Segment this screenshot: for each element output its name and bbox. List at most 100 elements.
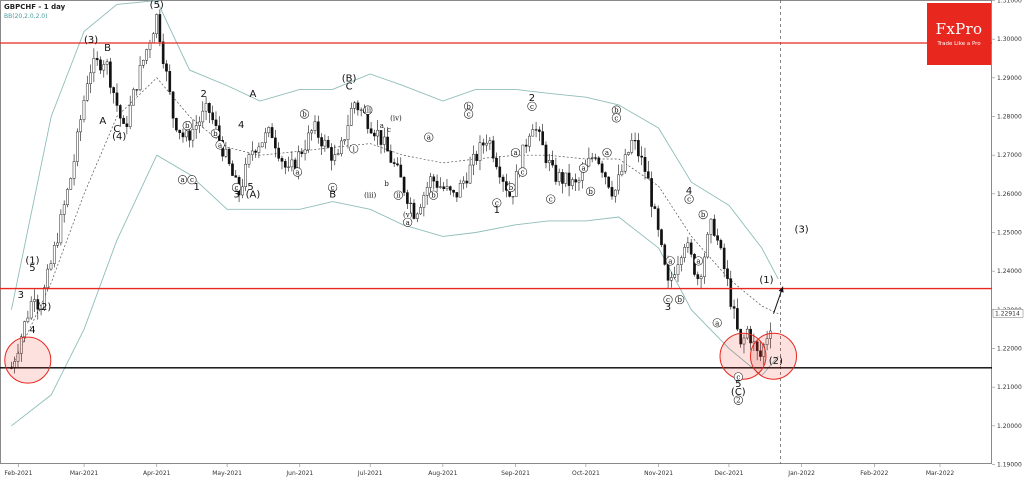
- wave-label-circle-52: [578, 163, 589, 173]
- candle-body-43: [151, 33, 155, 44]
- wave-label-60: 3: [665, 302, 671, 313]
- wave-label-56: c: [614, 114, 618, 122]
- wave-label-54: b: [588, 188, 593, 196]
- candle-body-115: [389, 150, 393, 163]
- candle-body-136: [458, 183, 462, 198]
- candle-body-84: [287, 166, 290, 168]
- y-tick-label-12: 1.19000: [997, 462, 1022, 469]
- candle-body-18: [69, 178, 73, 190]
- logo-tagline: Trade Like a Pro: [937, 41, 981, 47]
- candle-body-67: [231, 163, 234, 176]
- candle-body-135: [455, 192, 459, 198]
- candle-body-211: [706, 234, 710, 258]
- wave-label-11: 2: [200, 89, 206, 100]
- candle-body-89: [303, 149, 307, 154]
- candle-body-158: [531, 129, 535, 137]
- candle-body-145: [488, 140, 492, 144]
- x-tick-label-8: Oct-2021: [572, 470, 600, 477]
- wave-label-circle-26: [328, 182, 338, 193]
- wave-label-circle-30: [363, 105, 373, 115]
- candle-body-81: [277, 147, 281, 159]
- candle-body-122: [412, 202, 416, 219]
- candle-body-217: [726, 268, 729, 279]
- candle-body-36: [128, 104, 132, 127]
- x-tick-label-10: Dec-2021: [714, 470, 743, 477]
- wave-label-circle-51: [546, 194, 556, 204]
- candle-body-13: [52, 245, 56, 264]
- wave-label-circle-66: [733, 372, 743, 382]
- wave-label-30: iii: [364, 107, 371, 115]
- candle-body-12: [49, 263, 53, 270]
- wave-label-7: 5: [29, 263, 35, 274]
- candle-body-199: [666, 264, 670, 281]
- candle-body-34: [122, 117, 125, 124]
- candle-body-125: [422, 195, 426, 208]
- candle-body-73: [250, 150, 254, 155]
- candle-body-137: [462, 180, 465, 184]
- wave-label-circle-43: [464, 109, 474, 119]
- candle-body-203: [679, 257, 683, 265]
- wave-label-circle-59: [675, 295, 685, 305]
- candle-body-39: [138, 65, 142, 91]
- wave-label-40: (v): [403, 211, 413, 219]
- wave-label-12: A: [249, 89, 256, 100]
- candle-body-85: [290, 159, 294, 168]
- candle-body-165: [554, 164, 558, 182]
- candle-body-116: [392, 162, 396, 164]
- candle-body-129: [435, 180, 439, 188]
- candle-body-46: [161, 41, 165, 65]
- candle-body-120: [406, 192, 409, 204]
- wave-label-36: (iii): [364, 192, 376, 200]
- wave-label-25: a: [295, 169, 299, 177]
- wave-label-41: a: [406, 219, 410, 227]
- x-tick-label-12: Feb-2022: [860, 470, 888, 477]
- candle-body-7: [33, 299, 36, 302]
- wave-label-13: 4: [238, 120, 244, 131]
- wave-label-2: B: [104, 43, 111, 54]
- candle-body-141: [475, 153, 479, 162]
- wave-label-44: c: [495, 199, 499, 207]
- wave-label-circle-20: [231, 182, 242, 193]
- wave-label-3: A: [99, 116, 106, 127]
- wave-label-65: a: [715, 319, 719, 327]
- candle-body-33: [118, 105, 122, 119]
- wave-label-14: b: [185, 122, 190, 130]
- wave-label-31: i: [353, 145, 356, 153]
- y-tick-label-0: 1.31000: [997, 0, 1022, 5]
- wave-label-24: b: [302, 111, 307, 119]
- wave-label-32: (iv): [390, 114, 402, 122]
- wave-label-26: c: [331, 184, 335, 192]
- candle-body-102: [346, 125, 350, 140]
- candle-body-103: [349, 108, 353, 126]
- wave-label-circle-49: [506, 182, 516, 193]
- x-tick-label-1: Mar-2021: [70, 470, 99, 477]
- candle-body-166: [557, 172, 561, 182]
- candle-body-140: [472, 153, 475, 166]
- candle-body-30: [109, 61, 112, 88]
- wave-label-4: C: [113, 124, 120, 135]
- wave-label-27: B: [329, 190, 336, 201]
- candle-body-95: [323, 139, 327, 147]
- candle-body-192: [643, 157, 647, 172]
- x-tick-label-7: Sep-2021: [501, 470, 530, 477]
- candle-body-68: [234, 175, 238, 178]
- x-tick-label-13: Mar-2022: [926, 470, 955, 477]
- candle-body-35: [125, 123, 129, 127]
- candle-body-170: [571, 179, 574, 186]
- wave-label-circle-37: [393, 190, 403, 200]
- candle-body-222: [742, 337, 746, 345]
- x-tick-label-4: Jun-2021: [285, 470, 313, 477]
- chart-header: GBPCHF - 1 day BB(20,2.0,2.0): [4, 2, 65, 22]
- candle-body-156: [524, 144, 528, 147]
- candle-body-188: [630, 140, 634, 153]
- wave-label-70: (1): [759, 275, 773, 286]
- wave-label-38: a: [427, 134, 431, 142]
- candle-body-177: [594, 157, 597, 159]
- candle-body-55: [191, 128, 195, 141]
- candle-body-175: [587, 157, 591, 167]
- candle-body-180: [604, 172, 607, 178]
- candle-body-194: [650, 178, 653, 207]
- candle-body-51: [178, 129, 182, 133]
- candle-body-8: [36, 299, 40, 310]
